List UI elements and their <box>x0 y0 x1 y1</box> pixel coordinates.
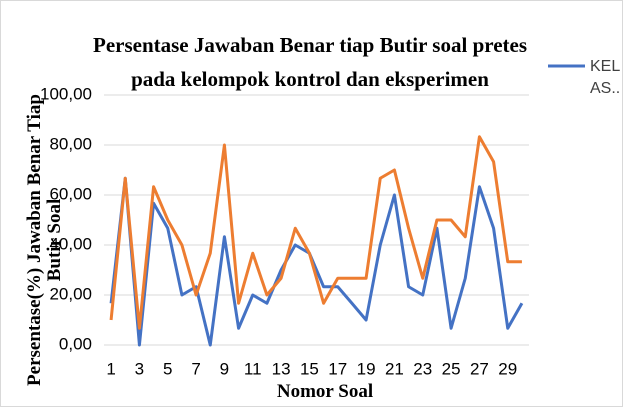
y-tick-label: 60,00 <box>49 184 92 203</box>
x-tick-label: 27 <box>470 359 489 378</box>
y-tick-label: 40,00 <box>49 234 92 253</box>
x-tick-label: 19 <box>357 359 376 378</box>
x-tick-label: 3 <box>135 359 144 378</box>
x-tick-label: 29 <box>498 359 517 378</box>
x-tick-label: 25 <box>442 359 461 378</box>
chart-title: Persentase Jawaban Benar tiap Butir soal… <box>93 33 527 91</box>
x-tick-label: 5 <box>163 359 172 378</box>
legend-label: KEL AS.. <box>590 58 621 97</box>
y-tick-label: 100,00 <box>40 84 92 103</box>
x-tick-label: 23 <box>413 359 432 378</box>
y-tick-label: 20,00 <box>49 284 92 303</box>
x-tick-label: 15 <box>300 359 319 378</box>
x-tick-label: 7 <box>191 359 200 378</box>
x-tick-label: 1 <box>106 359 115 378</box>
x-tick-label: 11 <box>244 359 262 378</box>
series-line <box>109 135 522 330</box>
y-tick-label: 80,00 <box>49 134 92 153</box>
y-tick-label: 0,00 <box>59 334 92 353</box>
y-axis-label: Persentase(%) Jawaban Benar Tiap Butir S… <box>24 94 65 386</box>
x-tick-label: 21 <box>385 359 404 378</box>
x-tick-label: 9 <box>220 359 229 378</box>
series-line <box>109 176 524 347</box>
x-tick-label: 13 <box>272 359 291 378</box>
x-tick-label: 17 <box>328 359 347 378</box>
x-axis-label: Nomor Soal <box>276 381 374 402</box>
